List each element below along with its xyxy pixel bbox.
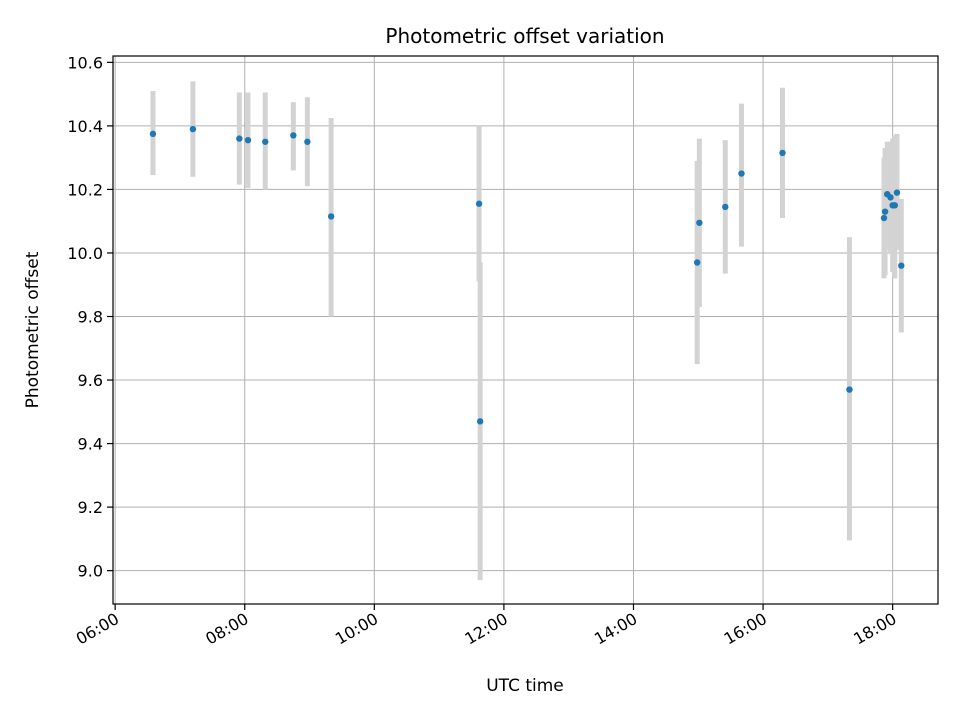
data-point: [880, 214, 888, 222]
data-point: [290, 132, 297, 139]
data-point: [149, 130, 157, 138]
data-point: [722, 203, 729, 211]
data-point: [244, 136, 252, 144]
y-tick-label: 10.4: [67, 117, 103, 136]
y-tick-label: 9.4: [78, 435, 103, 454]
plot-frame: [112, 55, 939, 605]
data-point: [476, 418, 484, 425]
y-tick-label: 9.2: [78, 498, 103, 517]
data-point: [693, 259, 701, 266]
data-point: [898, 262, 905, 269]
data-points: [149, 125, 905, 425]
y-tick-label: 9.6: [78, 371, 103, 390]
data-point: [327, 213, 335, 220]
data-point: [893, 189, 901, 196]
data-point: [236, 135, 243, 142]
y-tick-label: 10.2: [67, 180, 103, 199]
data-point: [738, 170, 745, 177]
y-axis-ticks: 9.0 9.2 9.4 9.6 9.8 10.0 10.2 10.4 10.6: [67, 53, 113, 581]
data-point: [779, 149, 786, 157]
data-point: [881, 208, 889, 215]
data-point: [891, 202, 899, 209]
y-tick-label: 9.8: [78, 307, 103, 326]
data-point: [887, 194, 894, 201]
x-axis-label: UTC time: [486, 676, 564, 696]
chart-title: Photometric offset variation: [385, 24, 664, 48]
y-tick-label: 10.6: [67, 53, 103, 72]
data-point: [475, 200, 483, 207]
y-tick-label: 9.0: [78, 562, 103, 581]
data-point: [189, 125, 197, 133]
grid: [113, 56, 938, 604]
y-tick-label: 10.0: [67, 244, 103, 263]
y-axis-label: Photometric offset: [23, 251, 43, 408]
data-point: [304, 138, 311, 145]
data-point: [846, 386, 853, 393]
data-point: [696, 219, 703, 226]
data-point: [262, 138, 269, 145]
